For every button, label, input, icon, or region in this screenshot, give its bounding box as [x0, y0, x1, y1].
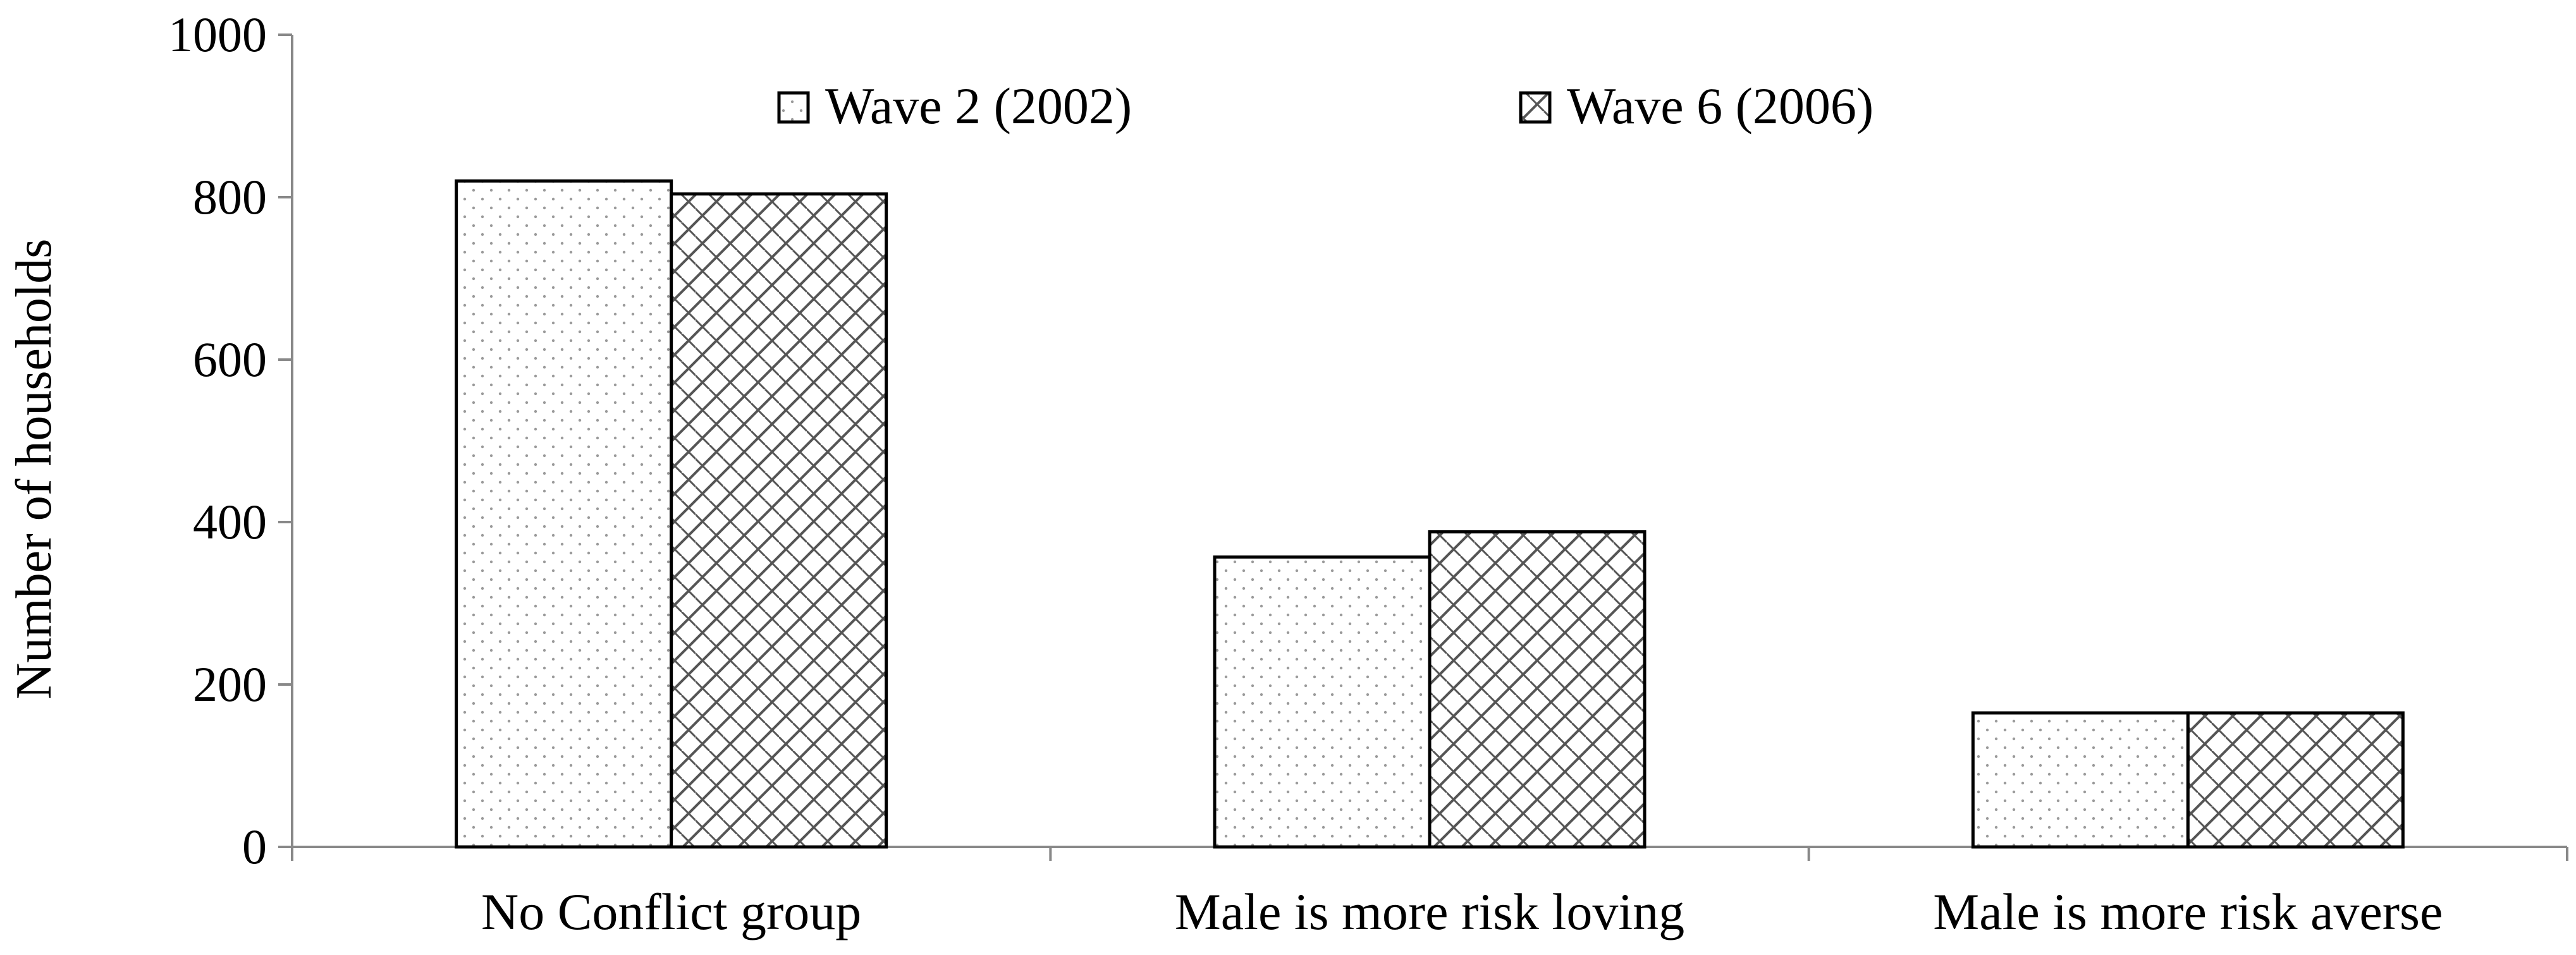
- category-labels: No Conflict group Male is more risk lovin…: [481, 883, 2443, 940]
- x-category-label: No Conflict group: [481, 883, 861, 940]
- bar-wave-6-cat-2: [1428, 530, 1647, 849]
- y-tick-label: 0: [242, 819, 267, 874]
- x-category-label: Male is more risk loving: [1175, 883, 1684, 940]
- bar-wave-2-cat-2: [1213, 555, 1432, 849]
- legend: Wave 2 (2002) Wave 6 (2006): [777, 77, 1874, 135]
- y-tick-label: 1000: [168, 7, 267, 62]
- x-category-label: Male is more risk averse: [1933, 883, 2443, 940]
- legend-item-wave-6: Wave 6 (2006): [1519, 77, 1874, 135]
- legend-swatch-wave-2: [777, 91, 810, 124]
- bars: [455, 179, 2405, 849]
- y-tick-label: 400: [193, 494, 267, 549]
- y-tick-label: 600: [193, 332, 267, 387]
- y-tick-label: 200: [193, 657, 267, 712]
- y-tick-label: 800: [193, 169, 267, 224]
- x-axis: [291, 846, 2568, 861]
- legend-swatch-wave-6: [1519, 91, 1552, 124]
- legend-label-wave-2: Wave 2 (2002): [825, 77, 1132, 135]
- legend-label-wave-6: Wave 6 (2006): [1567, 77, 1874, 135]
- bar-wave-6-cat-1: [670, 192, 888, 849]
- bar-wave-2-cat-3: [1971, 711, 2190, 849]
- y-axis-title: Number of households: [6, 239, 62, 700]
- y-axis: 0 200 400 600 800 1000: [168, 7, 293, 874]
- bar-wave-2-cat-1: [455, 179, 673, 849]
- legend-item-wave-2: Wave 2 (2002): [777, 77, 1132, 135]
- bar-wave-6-cat-3: [2186, 711, 2405, 849]
